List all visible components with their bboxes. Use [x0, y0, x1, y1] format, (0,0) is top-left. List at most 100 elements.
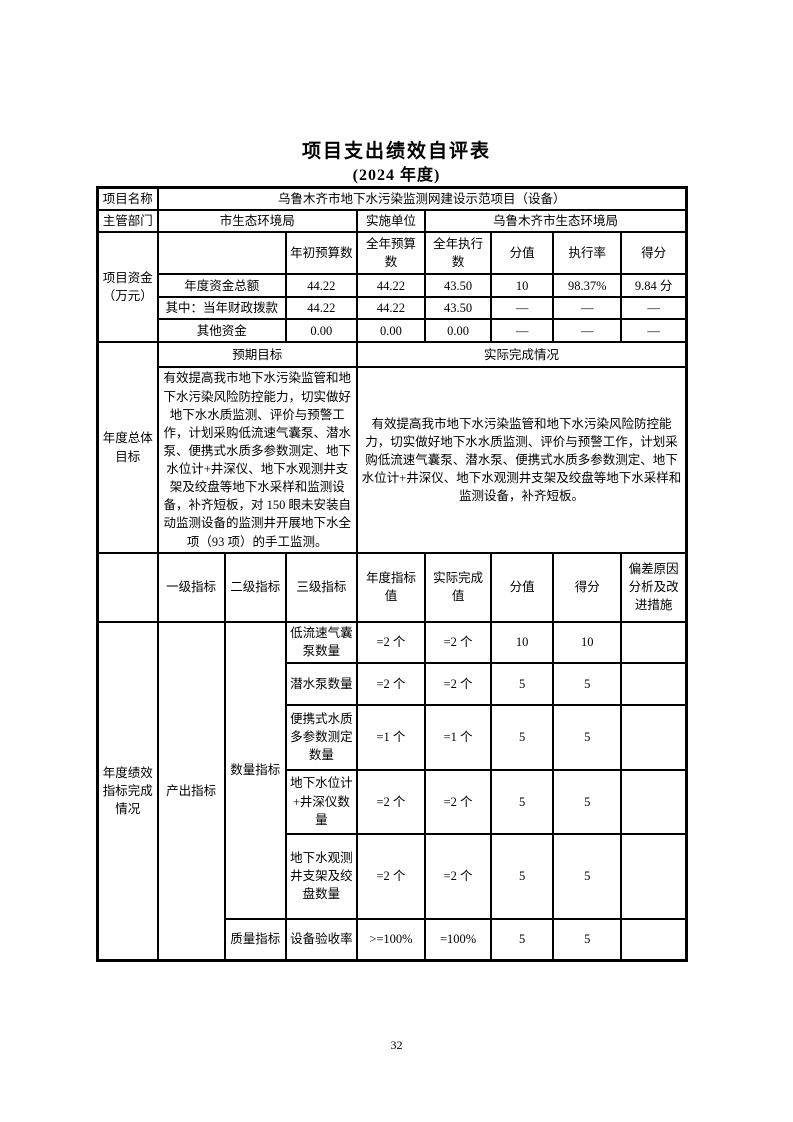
funding-section-label: 项目资金（万元）	[96, 231, 159, 344]
indicator-target: =2 个	[355, 661, 427, 706]
indicator-blank-cell	[96, 551, 159, 623]
indicator-score-total: 5	[490, 661, 555, 706]
funding-value: 0.00	[284, 318, 358, 344]
project-name-value: 乌鲁木齐市地下水污染监测网建设示范项目（设备）	[156, 186, 688, 212]
indicator-deviation	[620, 661, 688, 706]
goals-content-row: 有效提高我市地下水污染监管和地下水污染风险防控能力，切实做好地下水水质监测、评价…	[98, 366, 688, 554]
document-subtitle: (2024 年度)	[352, 167, 441, 184]
indicator-deviation	[620, 620, 688, 664]
dept-label: 主管部门	[96, 209, 159, 234]
indicator-deviation	[620, 917, 688, 962]
indicator-deviation	[620, 768, 688, 835]
funding-row-other: 其他资金 0.00 0.00 0.00 — — —	[98, 318, 688, 344]
indicator-name: 便携式水质多参数测定数量	[284, 703, 358, 771]
department-row: 主管部门 市生态环境局 实施单位 乌鲁木齐市生态环境局	[96, 209, 688, 234]
indicator-col-level1: 一级指标	[156, 551, 226, 623]
indicator-target: >=100%	[355, 917, 427, 962]
funding-row-label: 其他资金	[156, 318, 287, 344]
funding-row-label: 年度资金总额	[156, 273, 287, 299]
funding-row-fiscal: 其中：当年财政拨款 44.22 44.22 43.50 — — —	[98, 296, 688, 321]
indicator-score: 10	[552, 620, 623, 664]
funding-value: 43.50	[424, 296, 493, 321]
indicator-name: 地下水位计+井深仪数量	[284, 768, 358, 835]
funding-row-label: 其中：当年财政拨款	[156, 296, 287, 321]
indicator-score: 5	[552, 703, 623, 771]
project-name-row: 项目名称 乌鲁木齐市地下水污染监测网建设示范项目（设备）	[96, 186, 688, 212]
indicator-name: 设备验收率	[284, 917, 358, 962]
indicator-level2-quantity: 数量指标	[223, 620, 287, 920]
indicator-score-total: 5	[490, 832, 555, 920]
indicator-level1: 产出指标	[156, 620, 226, 962]
funding-value: 10	[490, 273, 555, 299]
indicator-col-level3: 三级指标	[284, 551, 358, 623]
indicator-score-total: 5	[490, 917, 555, 962]
indicator-name: 低流速气囊泵数量	[284, 620, 358, 664]
funding-value: 43.50	[424, 273, 493, 299]
indicator-score-total: 10	[490, 620, 555, 664]
indicator-col-score: 得分	[552, 551, 623, 623]
indicator-deviation	[620, 832, 688, 920]
funding-value: 98.37%	[552, 273, 623, 299]
funding-header-row: 项目资金（万元） 年初预算数 全年预算数 全年执行数 分值 执行率 得分	[96, 231, 688, 344]
indicator-actual: =1 个	[424, 703, 493, 771]
funding-value: —	[552, 296, 623, 321]
indicator-target: =2 个	[355, 832, 427, 920]
indicator-col-score-total: 分值	[490, 551, 555, 623]
indicator-score: 5	[552, 768, 623, 835]
funding-value: —	[620, 296, 688, 321]
indicator-row: 地下水观测井支架及绞盘数量 =2 个 =2 个 5 5	[98, 832, 688, 920]
indicator-score-total: 5	[490, 703, 555, 771]
funding-col-year-exec: 全年执行数	[424, 231, 493, 276]
dept-value: 市生态环境局	[156, 209, 358, 234]
indicator-score: 5	[552, 917, 623, 962]
indicator-actual: =100%	[424, 917, 493, 962]
indicator-section-label: 年度绩效指标完成情况	[96, 620, 159, 962]
funding-col-year-budget: 全年预算数	[355, 231, 427, 276]
indicator-row: 地下水位计+井深仪数量 =2 个 =2 个 5 5	[98, 768, 688, 835]
funding-col-exec-rate: 执行率	[552, 231, 623, 276]
indicator-name: 地下水观测井支架及绞盘数量	[284, 832, 358, 920]
indicator-deviation	[620, 703, 688, 771]
goals-actual-text: 有效提高我市地下水污染监管和地下水污染风险防控能力，切实做好地下水水质监测、评价…	[355, 366, 688, 554]
funding-value: —	[620, 318, 688, 344]
indicator-actual: =2 个	[424, 661, 493, 706]
funding-value: —	[490, 296, 555, 321]
indicator-actual: =2 个	[424, 768, 493, 835]
indicator-col-deviation: 偏差原因分析及改进措施	[620, 551, 688, 623]
indicator-col-level2: 二级指标	[223, 551, 287, 623]
project-name-label: 项目名称	[96, 186, 159, 212]
indicator-score: 5	[552, 661, 623, 706]
indicator-row: 潜水泵数量 =2 个 =2 个 5 5	[98, 661, 688, 706]
funding-value: 44.22	[284, 296, 358, 321]
self-evaluation-table: 项目名称 乌鲁木齐市地下水污染监测网建设示范项目（设备） 主管部门 市生态环境局…	[96, 186, 688, 963]
indicator-level2-quality: 质量指标	[223, 917, 287, 962]
funding-value: 44.22	[355, 273, 427, 299]
funding-col-score-total: 分值	[490, 231, 555, 276]
goals-expected-header: 预期目标	[156, 341, 358, 369]
funding-value: 44.22	[284, 273, 358, 299]
indicator-target: =2 个	[355, 620, 427, 664]
funding-value: 44.22	[355, 296, 427, 321]
indicator-row: 便携式水质多参数测定数量 =1 个 =1 个 5 5	[98, 703, 688, 771]
goals-actual-header: 实际完成情况	[355, 341, 688, 369]
funding-col-initial-budget: 年初预算数	[284, 231, 358, 276]
funding-value: 0.00	[355, 318, 427, 344]
indicator-actual: =2 个	[424, 620, 493, 664]
funding-row-total: 年度资金总额 44.22 44.22 43.50 10 98.37% 9.84 …	[98, 273, 688, 299]
indicator-row: 年度绩效指标完成情况 产出指标 数量指标 低流速气囊泵数量 =2 个 =2 个 …	[96, 620, 688, 962]
funding-value: 9.84 分	[620, 273, 688, 299]
funding-value: 0.00	[424, 318, 493, 344]
goals-section-label: 年度总体目标	[96, 341, 159, 554]
indicator-col-actual: 实际完成值	[424, 551, 493, 623]
goals-header-row: 年度总体目标 预期目标 实际完成情况	[96, 341, 688, 554]
indicator-target: =2 个	[355, 768, 427, 835]
funding-blank-cell	[156, 231, 287, 276]
indicator-score: 5	[552, 832, 623, 920]
indicator-col-target: 年度指标值	[355, 551, 427, 623]
indicator-score-total: 5	[490, 768, 555, 835]
page-number: 32	[390, 1038, 403, 1052]
impl-unit-value: 乌鲁木齐市生态环境局	[424, 209, 688, 234]
document-title: 项目支出绩效自评表	[301, 141, 491, 162]
goals-expected-text: 有效提高我市地下水污染监管和地下水污染风险防控能力，切实做好地下水水质监测、评价…	[156, 366, 358, 554]
